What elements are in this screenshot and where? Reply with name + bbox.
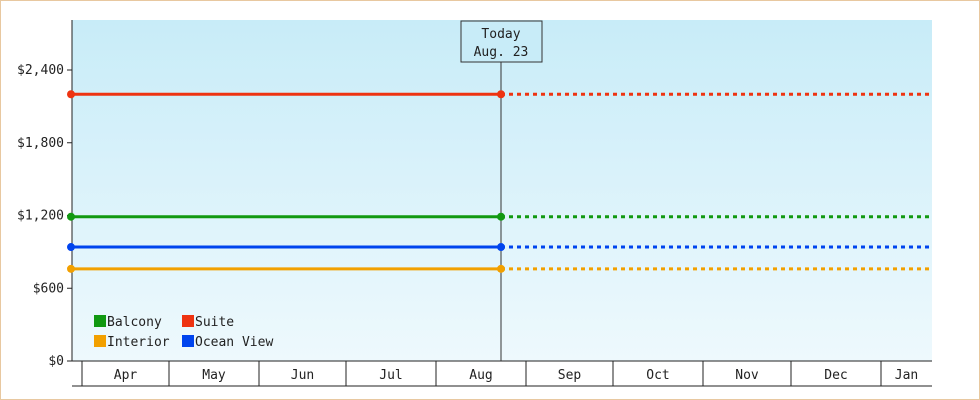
today-marker: Today Aug. 23 bbox=[460, 20, 543, 361]
series-point-today-suite bbox=[497, 90, 505, 99]
legend-swatch-interior bbox=[94, 335, 106, 347]
plot-area bbox=[72, 20, 932, 361]
x-tick-label: Sep bbox=[558, 368, 582, 383]
x-tick-label: Apr bbox=[114, 368, 138, 383]
x-tick-label: Aug bbox=[469, 368, 492, 383]
x-tick-label: Jun bbox=[291, 368, 314, 383]
legend-swatch-balcony bbox=[94, 315, 106, 327]
legend-label-interior: Interior bbox=[107, 335, 170, 350]
series-point-start-interior bbox=[67, 264, 75, 273]
legend-label-suite: Suite bbox=[195, 315, 234, 330]
y-tick-label: $600 bbox=[33, 281, 64, 296]
legend-swatch-suite bbox=[182, 315, 194, 327]
x-tick-label: Oct bbox=[646, 368, 669, 383]
series-point-start-ocean-view bbox=[67, 243, 75, 252]
today-label: Today bbox=[481, 27, 520, 42]
x-tick-label: Nov bbox=[735, 368, 759, 383]
series-point-today-balcony bbox=[497, 212, 505, 221]
legend-label-balcony: Balcony bbox=[107, 315, 162, 330]
series-lines bbox=[67, 90, 932, 273]
x-tick-label: May bbox=[202, 368, 226, 383]
x-tick-label: Dec bbox=[824, 368, 847, 383]
y-tick-label: $1,200 bbox=[17, 209, 64, 224]
x-tick-label: Jan bbox=[895, 368, 918, 383]
series-point-today-interior bbox=[497, 264, 505, 273]
y-tick-label: $2,400 bbox=[17, 63, 64, 78]
legend-swatch-ocean-view bbox=[182, 335, 194, 347]
series-point-today-ocean-view bbox=[497, 243, 505, 252]
series-point-start-suite bbox=[67, 90, 75, 99]
today-date: Aug. 23 bbox=[474, 45, 529, 60]
legend: Balcony Suite Interior Ocean View bbox=[94, 315, 273, 350]
y-tick-label: $0 bbox=[48, 354, 64, 369]
y-tick-label: $1,800 bbox=[17, 136, 64, 151]
today-box bbox=[460, 20, 543, 63]
legend-label-ocean-view: Ocean View bbox=[195, 335, 273, 350]
y-axis: $0 $600 $1,200 $1,800 $2,400 bbox=[17, 20, 73, 369]
x-axis: Apr May Jun Jul Aug Sep Oct Nov Dec Jan bbox=[72, 360, 932, 387]
x-tick-label: Jul bbox=[379, 368, 402, 383]
series-point-start-balcony bbox=[67, 212, 75, 221]
